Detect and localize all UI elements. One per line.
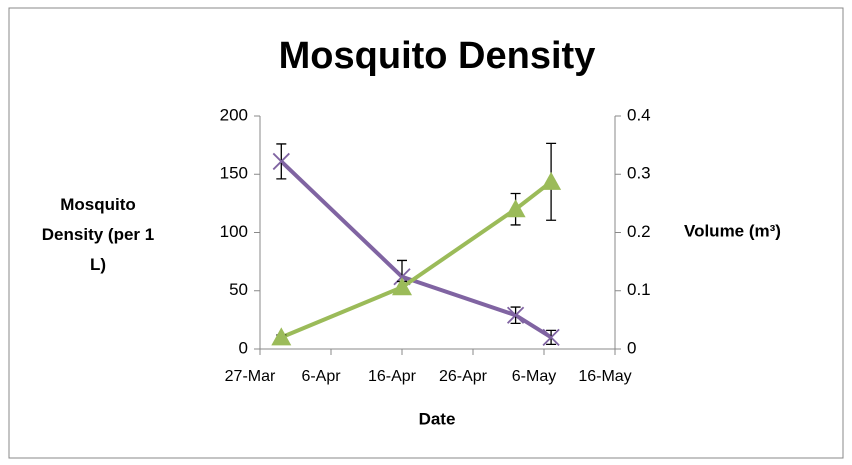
y2-tick-label: 0.1 xyxy=(627,280,651,299)
y-axis-label: Mosquito Density (per 1 L) xyxy=(41,195,155,274)
data-point xyxy=(541,171,562,190)
y2-tick-label: 0.3 xyxy=(627,164,651,183)
y-tick-label: 100 xyxy=(220,222,248,241)
series-line xyxy=(280,180,553,340)
y2-tick-label: 0.4 xyxy=(627,105,651,124)
y-tick-label: 50 xyxy=(229,280,248,299)
x-tick-label: 16-May xyxy=(578,368,631,385)
y-tick-label: 200 xyxy=(220,105,248,124)
data-point xyxy=(542,328,560,346)
y2-axis-label: Volume (m³) xyxy=(684,221,781,240)
data-point xyxy=(272,152,290,171)
data-point xyxy=(392,277,412,296)
data-point xyxy=(505,199,526,218)
data-point xyxy=(271,327,292,346)
x-tick-label: 26-Apr xyxy=(439,368,488,385)
series-line xyxy=(279,159,553,340)
chart-border xyxy=(8,7,844,459)
y2-tick-label: 0.2 xyxy=(627,222,651,241)
x-axis-label: Date xyxy=(419,409,456,428)
chart-title: Mosquito Density xyxy=(279,35,596,77)
x-tick-label: 6-Apr xyxy=(301,368,341,385)
x-tick-label: 6-May xyxy=(512,368,556,385)
y-tick-label: 0 xyxy=(239,338,248,357)
y2-tick-label: 0 xyxy=(627,338,636,357)
x-tick-label: 27-Mar xyxy=(225,368,276,385)
y-tick-label: 150 xyxy=(220,164,248,183)
x-tick-label: 16-Apr xyxy=(368,368,417,385)
data-point xyxy=(506,306,525,324)
